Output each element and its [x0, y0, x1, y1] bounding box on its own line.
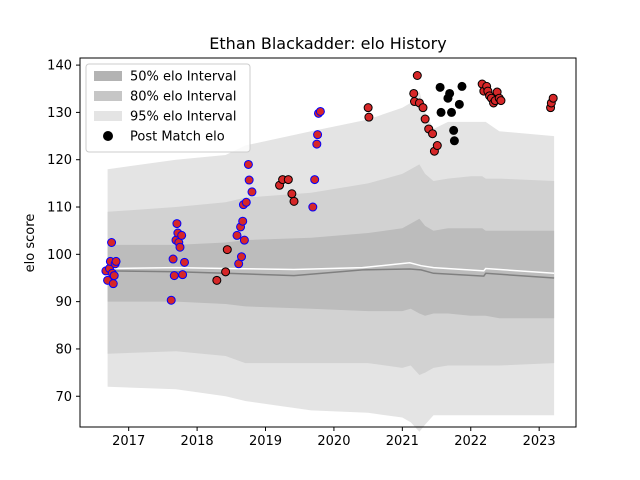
data-point-post-match [457, 81, 467, 91]
data-point-black-edge [409, 88, 419, 98]
legend-swatch [94, 91, 122, 101]
data-point-post-match [447, 107, 457, 117]
y-tick-label: 120 [47, 153, 72, 168]
y-tick-label: 90 [55, 295, 72, 310]
legend-label: Post Match elo [130, 130, 225, 145]
data-point-black-edge [432, 141, 442, 151]
data-point-blue-edge [312, 139, 322, 149]
data-point-black-edge [289, 196, 299, 206]
data-point-black-edge [420, 114, 430, 124]
data-point-black-edge [363, 103, 373, 113]
data-point-blue-edge [243, 159, 253, 169]
legend-marker [103, 131, 113, 141]
x-tick-label: 2020 [317, 434, 350, 449]
data-point-blue-edge [178, 270, 188, 280]
data-point-blue-edge [239, 235, 249, 245]
x-axis: 2017 2018 2019 2020 2021 2022 2023 [112, 427, 556, 449]
data-point-post-match [449, 125, 459, 135]
plot-frame [79, 57, 577, 428]
data-point-blue-edge [108, 279, 118, 289]
data-point-black-edge [428, 129, 438, 139]
data-point-blue-edge [237, 252, 247, 262]
legend-swatch [94, 111, 122, 121]
data-point-blue-edge [315, 106, 325, 116]
data-point-blue-edge [238, 216, 248, 226]
data-point-blue-edge [232, 230, 242, 240]
y-tick-label: 130 [47, 106, 72, 121]
y-axis-label: elo score [23, 214, 38, 273]
data-point-blue-edge [179, 257, 189, 267]
data-point-black-edge [222, 245, 232, 255]
data-point-blue-edge [107, 238, 117, 247]
data-point-black-edge [283, 175, 293, 185]
data-point-black-edge [221, 267, 231, 277]
chart-title: Ethan Blackadder: elo History [209, 34, 446, 53]
data-point-post-match [435, 82, 445, 92]
x-tick-label: 2018 [181, 434, 214, 449]
data-point-post-match [436, 107, 446, 117]
data-point-blue-edge [177, 230, 187, 240]
data-point-blue-edge [168, 254, 178, 264]
x-tick-label: 2019 [249, 434, 282, 449]
legend-box [85, 63, 251, 153]
x-tick-label: 2023 [523, 434, 556, 449]
data-point-blue-edge [247, 187, 257, 197]
data-point-blue-edge [175, 242, 185, 252]
mean-line [107, 262, 555, 275]
x-tick-label: 2017 [112, 434, 145, 449]
data-point-black-edge [212, 275, 222, 285]
x-tick-label: 2022 [454, 434, 487, 449]
data-point-blue-edge [310, 175, 320, 185]
legend: 50% elo Interval 80% elo Interval 95% elo … [85, 63, 251, 153]
data-point-blue-edge [241, 197, 251, 207]
legend-label: 50% elo Interval [130, 70, 237, 85]
data-point-black-edge [287, 189, 297, 199]
data-point-black-edge [418, 103, 428, 113]
y-tick-label: 110 [47, 201, 72, 216]
data-point-blue-edge [172, 219, 182, 229]
legend-label: 80% elo Interval [130, 90, 237, 105]
y-tick-label: 140 [47, 59, 72, 74]
data-point-blue-edge [111, 256, 121, 266]
data-point-blue-edge [166, 295, 176, 305]
y-axis: 70 80 90 100 110 120 130 140 [47, 59, 80, 405]
data-point-blue-edge [169, 271, 179, 281]
plot-area [101, 71, 558, 432]
data-point-blue-edge [308, 202, 318, 212]
data-point-post-match [445, 88, 455, 98]
data-point-black-edge [496, 96, 506, 106]
legend-label: 95% elo Interval [130, 110, 237, 125]
median-line [107, 268, 555, 279]
y-tick-label: 70 [55, 390, 72, 405]
data-point-blue-edge [313, 130, 323, 140]
data-point-black-edge [364, 112, 374, 122]
data-point-post-match [449, 136, 459, 146]
data-point-black-edge [548, 93, 558, 103]
y-tick-label: 80 [55, 342, 72, 357]
y-tick-label: 100 [47, 248, 72, 263]
data-point-post-match [454, 99, 464, 109]
data-point-black-edge [412, 71, 422, 81]
data-point-blue-edge [109, 271, 119, 281]
legend-swatch [94, 71, 122, 81]
x-tick-label: 2021 [386, 434, 419, 449]
data-point-blue-edge [244, 175, 254, 185]
